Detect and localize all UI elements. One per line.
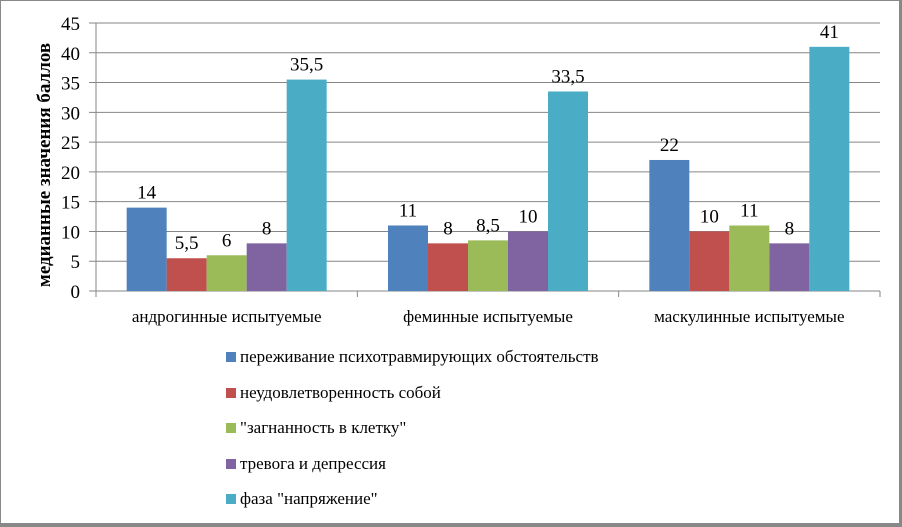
y-tick-label: 10 [61, 222, 80, 243]
bar [206, 255, 247, 291]
data-label: 5,5 [175, 233, 199, 254]
bar [166, 258, 207, 291]
x-category-label: андрогинные испытуемые [132, 307, 322, 326]
legend-label: тревога и депрессия [240, 453, 386, 473]
bar [246, 243, 287, 291]
y-tick-label: 20 [61, 163, 80, 184]
y-tick-label: 25 [61, 133, 80, 154]
data-label: 8,5 [476, 215, 500, 236]
y-axis-label: медианные значения баллов [34, 43, 55, 287]
data-label: 35,5 [290, 55, 323, 76]
legend-item: тревога и депрессия [226, 454, 386, 474]
data-label: 8 [262, 218, 272, 239]
bar [428, 243, 468, 291]
bar [729, 225, 770, 291]
bar [809, 46, 850, 292]
bar [508, 231, 548, 291]
legend-item: фаза "напряжение" [226, 489, 378, 509]
data-label: 33,5 [551, 66, 584, 87]
data-label: 8 [785, 218, 795, 239]
y-tick-label: 0 [71, 282, 81, 303]
y-tick-label: 40 [61, 44, 80, 65]
data-label: 11 [740, 200, 758, 221]
bar [468, 240, 508, 291]
bar [689, 231, 730, 291]
bar [286, 79, 327, 291]
y-tick-label: 15 [61, 193, 80, 214]
data-label: 6 [222, 230, 232, 251]
y-tick-label: 5 [71, 252, 81, 273]
legend-label: неудовлетворенность собой [240, 382, 441, 402]
y-tick-label: 45 [61, 14, 80, 35]
legend-label: переживание психотравмирующих обстоятель… [240, 347, 599, 366]
legend-swatch [226, 423, 236, 433]
legend-swatch [226, 458, 236, 469]
legend-label: "загнанность в клетку" [240, 418, 407, 437]
data-label: 22 [660, 135, 679, 156]
data-label: 10 [700, 206, 719, 227]
bar [388, 225, 428, 291]
data-label: 8 [443, 218, 453, 239]
bar [769, 243, 810, 291]
bar [548, 91, 588, 291]
bar [649, 159, 690, 291]
x-category-label: феминные испытуемые [403, 307, 573, 326]
legend-item: переживание психотравмирующих обстоятель… [226, 347, 599, 367]
y-tick-label: 35 [61, 74, 80, 95]
legend-swatch [226, 494, 236, 504]
bar [126, 207, 167, 291]
data-label: 10 [519, 206, 538, 227]
y-tick-label: 30 [61, 103, 80, 124]
data-label: 14 [137, 183, 157, 204]
legend-swatch [226, 352, 236, 362]
legend-item: "загнанность в клетку" [226, 418, 406, 438]
legend-item: неудовлетворенность собой [226, 383, 441, 403]
data-label: 11 [399, 200, 417, 221]
data-label: 41 [820, 22, 839, 43]
legend-swatch [226, 387, 236, 398]
x-category-label: маскулинные испытуемые [654, 307, 844, 326]
legend-label: фаза "напряжение" [240, 489, 378, 508]
